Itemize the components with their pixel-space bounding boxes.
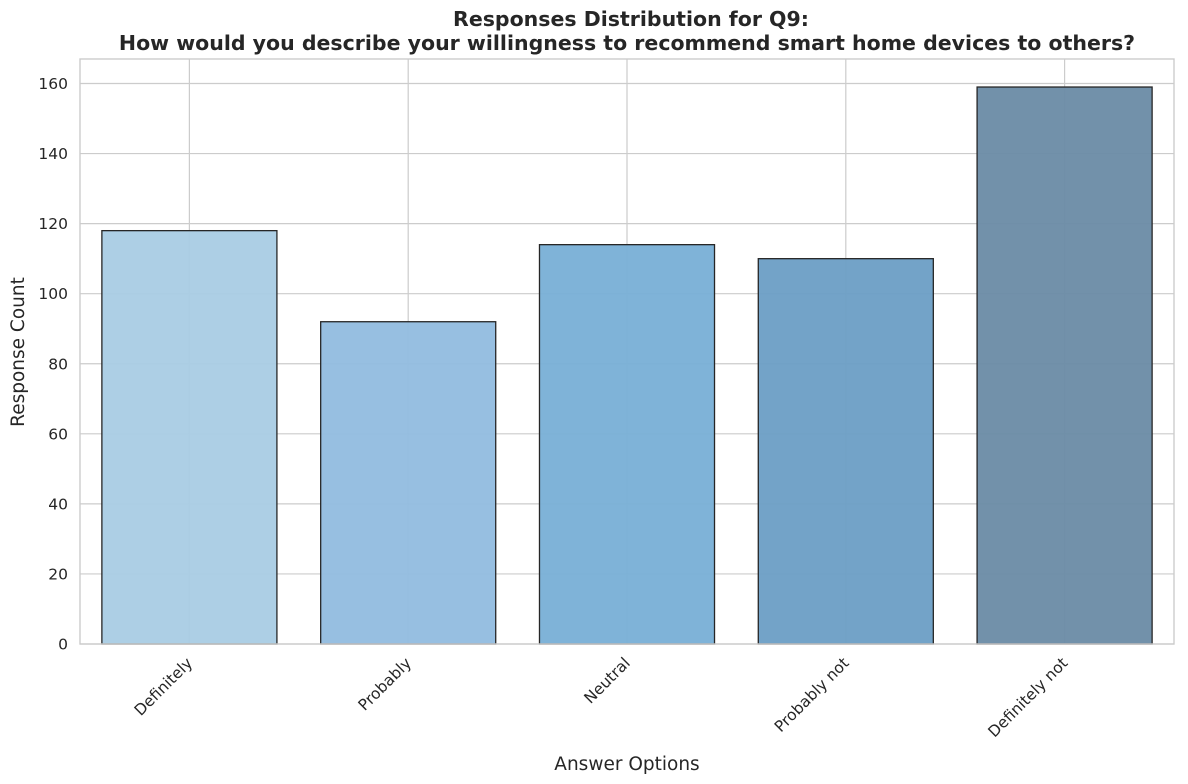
- y-tick-label: 60: [48, 425, 68, 443]
- chart-title-line2: How would you describe your willingness …: [119, 31, 1135, 55]
- x-tick-label: Neutral: [581, 654, 634, 707]
- y-tick-label: 120: [38, 215, 68, 233]
- y-tick-label: 160: [38, 75, 68, 93]
- x-tick-labels: Definitely Probably Neutral Probably not Def…: [131, 654, 1072, 741]
- y-tick-label: 0: [58, 636, 68, 654]
- bar-definitely-not[interactable]: [976, 86, 1153, 645]
- bars: [101, 86, 1153, 645]
- x-tick-label: Definitely not: [985, 654, 1072, 741]
- x-axis-label: Answer Options: [554, 754, 699, 775]
- y-tick-label: 80: [48, 355, 68, 373]
- bar-probably[interactable]: [320, 321, 497, 645]
- y-axis-label: Response Count: [8, 277, 29, 427]
- y-tick-label: 100: [38, 285, 68, 303]
- x-tick-label: Probably: [355, 654, 415, 714]
- y-tick-label: 140: [38, 145, 68, 163]
- bar-neutral[interactable]: [538, 244, 716, 645]
- y-tick-label: 40: [48, 495, 68, 513]
- bar-definitely[interactable]: [101, 229, 278, 645]
- x-tick-label: Definitely: [131, 654, 196, 719]
- x-tick-label: Probably not: [771, 654, 853, 736]
- bar-probably-not[interactable]: [757, 258, 934, 645]
- chart-title-line1: Responses Distribution for Q9:: [453, 7, 809, 31]
- y-tick-label: 20: [48, 565, 68, 583]
- y-tick-labels: 0 20 40 60 80 100 120 140 160: [38, 75, 68, 653]
- plot-frame: [79, 58, 1175, 645]
